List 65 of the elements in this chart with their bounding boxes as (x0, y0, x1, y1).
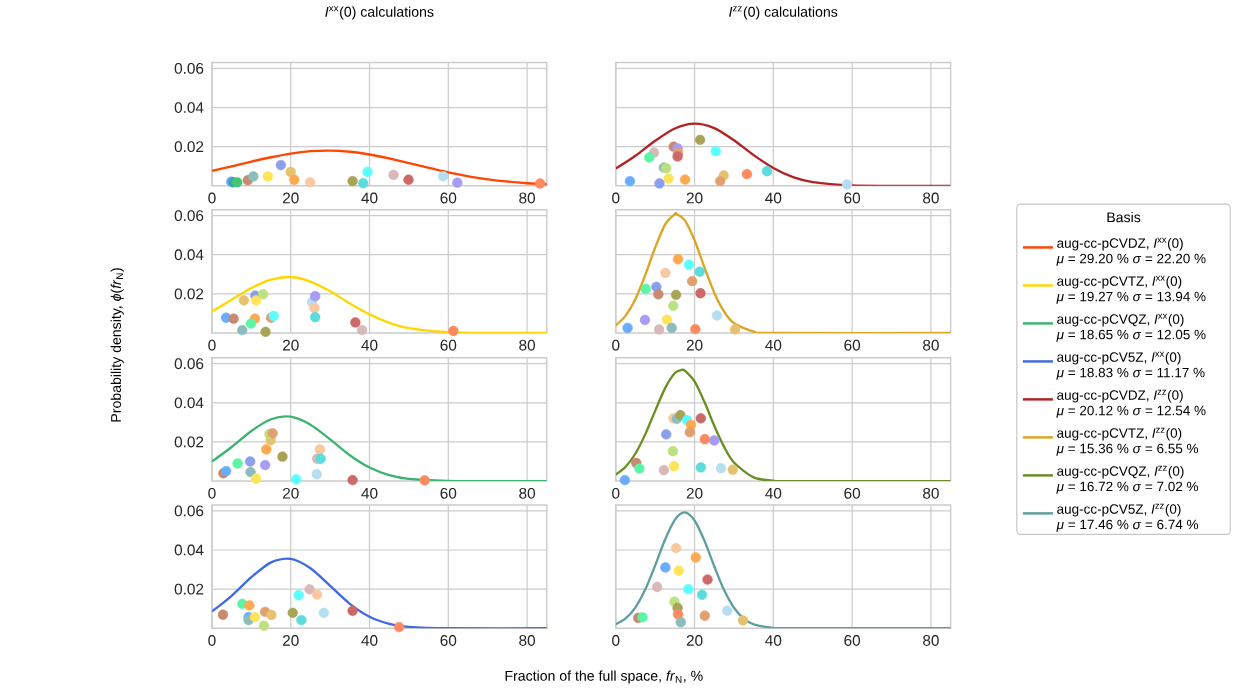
y-tick-label: 0.04 (174, 102, 204, 114)
y-tick-label: 0.04 (174, 397, 204, 409)
x-axis-title: Fraction of the full space, fr$_{N}$, % (505, 670, 703, 684)
y-tick-label: 0.06 (174, 358, 204, 370)
x-tick-label: 0 (208, 339, 216, 351)
y-axis-title: Probability density, ϕ(fr$_{N}$) (110, 268, 124, 422)
x-tick-label: 20 (686, 635, 703, 646)
x-tick-label: 80 (519, 487, 536, 499)
x-tick-label: 20 (282, 487, 299, 499)
x-tick-label: 80 (923, 192, 939, 204)
text: aug-cc-pCV5Z, I$^{zz}$(0) μ = 17.46 % σ = 6.74 % (1056, 503, 1199, 532)
x-tick-label: 80 (923, 487, 939, 499)
text: aug-cc-pCVDZ, I$^{xx}$(0) μ = 29.20 % σ = 22.20 % (1056, 237, 1206, 266)
y-tick-label: 0.06 (174, 63, 204, 74)
x-tick-label: 60 (844, 635, 861, 646)
y-tick-label: 0.02 (174, 583, 204, 595)
x-tick-label: 60 (440, 487, 457, 499)
x-tick-label: 40 (361, 192, 378, 204)
x-tick-label: 60 (844, 339, 861, 351)
x-tick-label: 80 (519, 192, 536, 204)
x-tick-label: 60 (440, 339, 457, 351)
text: aug-cc-pCVTZ, I$^{xx}$(0) μ = 19.27 % σ = 13.94 % (1056, 275, 1206, 304)
y-tick-label: 0.04 (174, 249, 204, 261)
x-tick-label: 0 (612, 339, 620, 351)
y-tick-label: 0.06 (174, 505, 204, 517)
x-tick-label: 60 (440, 192, 457, 204)
x-tick-label: 40 (765, 192, 782, 204)
chart-title: I$^{zz}$(0) calculations (729, 6, 838, 20)
x-tick-label: 20 (282, 339, 299, 351)
x-tick-label: 0 (208, 635, 216, 646)
x-tick-label: 40 (361, 339, 378, 351)
x-tick-label: 80 (923, 339, 939, 351)
y-tick-label: 0.02 (174, 288, 204, 300)
x-tick-label: 40 (765, 487, 782, 499)
x-tick-label: 20 (686, 192, 703, 204)
x-tick-label: 0 (208, 192, 216, 204)
legend-title: Basis (1107, 212, 1141, 223)
x-tick-label: 80 (519, 635, 536, 646)
text: aug-cc-pCVDZ, I$^{zz}$(0) μ = 20.12 % σ = 12.54 % (1056, 389, 1206, 418)
x-tick-label: 40 (361, 635, 378, 646)
x-tick-label: 0 (612, 487, 620, 499)
x-tick-label: 0 (208, 487, 216, 499)
x-tick-label: 40 (765, 635, 782, 646)
x-tick-label: 20 (686, 339, 703, 351)
y-tick-label: 0.02 (174, 436, 204, 448)
chart-title: I$^{xx}$(0) calculations (325, 6, 434, 20)
x-tick-label: 80 (519, 339, 536, 351)
x-tick-label: 20 (282, 192, 299, 204)
x-tick-label: 0 (612, 192, 620, 204)
text: aug-cc-pCVQZ, I$^{zz}$(0) μ = 16.72 % σ = 7.02 % (1056, 465, 1199, 494)
text: aug-cc-pCVQZ, I$^{xx}$(0) μ = 18.65 % σ = 12.05 % (1056, 313, 1206, 342)
y-tick-label: 0.02 (174, 141, 204, 153)
x-tick-label: 20 (686, 487, 703, 499)
x-tick-label: 60 (844, 192, 861, 204)
text: aug-cc-pCVTZ, I$^{zz}$(0) μ = 15.36 % σ = 6.55 % (1056, 427, 1199, 456)
x-tick-label: 40 (765, 339, 782, 351)
x-tick-label: 60 (844, 487, 861, 499)
y-tick-label: 0.04 (174, 544, 204, 556)
x-tick-label: 0 (612, 635, 620, 646)
text: aug-cc-pCV5Z, I$^{xx}$(0) μ = 18.83 % σ = 11.17 % (1056, 351, 1205, 380)
x-tick-label: 60 (440, 635, 457, 646)
y-tick-label: 0.06 (174, 210, 204, 222)
x-tick-label: 20 (282, 635, 299, 646)
x-tick-label: 80 (923, 635, 939, 646)
x-tick-label: 40 (361, 487, 378, 499)
